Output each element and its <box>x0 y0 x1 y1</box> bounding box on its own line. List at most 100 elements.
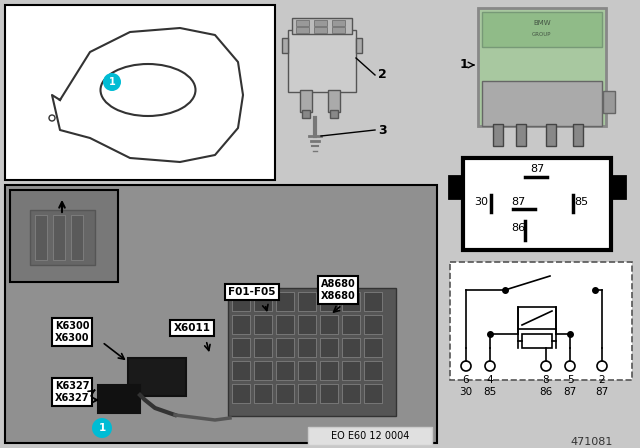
Bar <box>342 338 360 357</box>
Text: BMW: BMW <box>533 20 551 26</box>
Text: F01-F05: F01-F05 <box>228 287 276 297</box>
Text: 2: 2 <box>598 375 605 385</box>
Bar <box>296 27 309 33</box>
Bar <box>546 124 556 146</box>
Text: 1: 1 <box>109 77 115 87</box>
Bar <box>364 338 382 357</box>
Bar <box>53 215 65 260</box>
Bar <box>463 158 611 250</box>
Bar <box>71 215 83 260</box>
Text: 1: 1 <box>460 59 468 72</box>
Bar <box>364 384 382 403</box>
Bar <box>254 315 272 334</box>
Bar <box>522 334 552 348</box>
Bar <box>35 215 47 260</box>
Bar <box>342 315 360 334</box>
Bar <box>573 124 583 146</box>
Bar <box>364 361 382 380</box>
Bar <box>342 384 360 403</box>
Text: GROUP: GROUP <box>532 31 552 36</box>
Text: X6011: X6011 <box>173 323 211 333</box>
Bar <box>232 384 250 403</box>
Text: 3: 3 <box>378 124 387 137</box>
Bar <box>314 27 327 33</box>
Bar <box>518 307 556 329</box>
Circle shape <box>485 361 495 371</box>
Bar <box>276 315 294 334</box>
Text: 471081: 471081 <box>571 437 613 447</box>
Bar <box>128 358 186 396</box>
Bar <box>364 315 382 334</box>
Bar <box>314 20 327 26</box>
Bar <box>320 384 338 403</box>
Text: 85: 85 <box>483 387 497 397</box>
Bar <box>296 20 309 26</box>
Text: 87: 87 <box>563 387 577 397</box>
Bar <box>449 176 463 198</box>
Bar <box>308 427 432 445</box>
Bar <box>232 361 250 380</box>
Bar <box>292 18 352 34</box>
Text: 1: 1 <box>99 423 106 433</box>
Bar <box>98 385 140 413</box>
Text: 6: 6 <box>463 375 469 385</box>
Text: 87: 87 <box>530 164 544 174</box>
Bar <box>298 338 316 357</box>
Bar <box>298 315 316 334</box>
Bar <box>30 210 95 265</box>
Bar <box>254 384 272 403</box>
Bar <box>493 124 503 146</box>
Bar <box>356 38 362 53</box>
Bar <box>300 90 312 112</box>
Bar <box>5 185 437 443</box>
Bar <box>254 292 272 311</box>
Text: K6327
X6327: K6327 X6327 <box>55 381 89 403</box>
Text: 30: 30 <box>460 387 472 397</box>
Bar <box>254 338 272 357</box>
Bar <box>228 288 396 416</box>
Circle shape <box>541 361 551 371</box>
Bar <box>320 315 338 334</box>
Bar <box>288 30 356 92</box>
Text: EO E60 12 0004: EO E60 12 0004 <box>331 431 409 441</box>
Text: 85: 85 <box>574 197 588 207</box>
Text: 8: 8 <box>543 375 549 385</box>
Text: 86: 86 <box>540 387 552 397</box>
Circle shape <box>92 418 112 438</box>
Bar <box>282 38 288 53</box>
Circle shape <box>597 361 607 371</box>
Bar <box>482 81 602 126</box>
Bar <box>254 361 272 380</box>
Bar <box>298 361 316 380</box>
Bar <box>298 384 316 403</box>
Bar <box>364 292 382 311</box>
Bar <box>320 292 338 311</box>
Bar <box>603 91 615 113</box>
Bar <box>516 124 526 146</box>
Text: 86: 86 <box>511 223 525 233</box>
Text: 4: 4 <box>486 375 493 385</box>
Bar <box>450 262 632 380</box>
Bar <box>320 361 338 380</box>
Bar <box>342 361 360 380</box>
Bar <box>332 20 345 26</box>
Text: 5: 5 <box>566 375 573 385</box>
Bar <box>482 12 602 47</box>
Bar <box>276 384 294 403</box>
Text: 2: 2 <box>378 69 387 82</box>
Bar <box>232 292 250 311</box>
Bar <box>276 338 294 357</box>
Bar <box>302 110 310 118</box>
Bar <box>10 190 118 282</box>
Circle shape <box>461 361 471 371</box>
Bar <box>611 176 625 198</box>
Bar <box>320 338 338 357</box>
Bar <box>298 292 316 311</box>
Bar <box>342 292 360 311</box>
Text: A8680
X8680: A8680 X8680 <box>321 279 355 301</box>
Bar <box>478 8 606 126</box>
Bar <box>276 292 294 311</box>
Bar <box>328 90 340 112</box>
Text: K6300
X6300: K6300 X6300 <box>55 321 89 343</box>
Text: 30: 30 <box>474 197 488 207</box>
